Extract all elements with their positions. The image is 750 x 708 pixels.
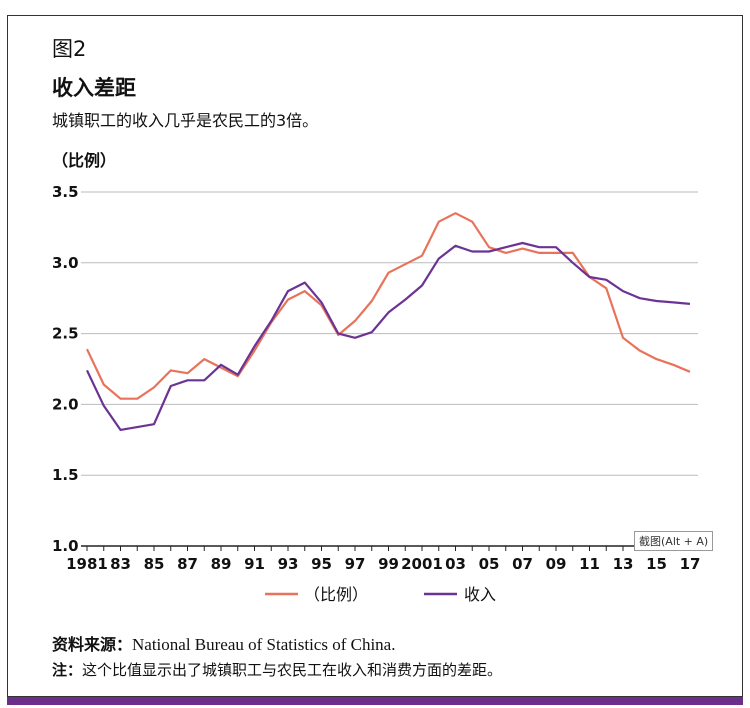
y-tick-label: 3.5	[52, 183, 79, 201]
x-tick-label: 1981	[66, 555, 108, 573]
y-tick-labels: 1.0 1.5 2.0 2.5 3.0 3.5	[52, 183, 79, 555]
x-tick-label: 99	[378, 555, 399, 573]
x-tick-label: 91	[244, 555, 265, 573]
x-tick-label: 2001	[401, 555, 443, 573]
x-tick-label: 89	[211, 555, 232, 573]
y-tick-label: 1.0	[52, 537, 79, 555]
y-tick-label: 2.0	[52, 395, 79, 413]
series-line-ratio	[86, 212, 691, 400]
x-tick-label: 85	[144, 555, 165, 573]
x-tick-label: 87	[177, 555, 198, 573]
source-text: National Bureau of Statistics of China.	[132, 635, 396, 654]
x-tick-label: 97	[345, 555, 366, 573]
chart-title: 收入差距	[52, 76, 136, 100]
y-axis-unit-label: （比例）	[52, 151, 117, 170]
gridlines	[81, 191, 698, 547]
x-tick-labels: 1981 83 85 87 89 91 93 95 97 99 2001 03 05 07 09 11 13 15…	[66, 546, 700, 573]
chart-subtitle: 城镇职工的收入几乎是农民工的3倍。	[52, 111, 319, 130]
legend: （比例） 收入	[265, 585, 496, 604]
x-tick-label: 15	[646, 555, 667, 573]
x-tick-label: 93	[278, 555, 299, 573]
x-tick-label: 09	[546, 555, 567, 573]
series-lines	[86, 212, 691, 431]
note-text: 这个比值显示出了城镇职工与农民工在收入和消费方面的差距。	[82, 661, 503, 679]
x-tick-label: 07	[512, 555, 533, 573]
x-tick-label: 17	[680, 555, 701, 573]
note-label: 注：	[52, 661, 83, 679]
y-tick-label: 1.5	[52, 466, 79, 484]
screenshot-hint-tooltip[interactable]: 截图(Alt + A)	[634, 531, 714, 551]
y-tick-label: 3.0	[52, 254, 79, 272]
x-tick-label: 05	[479, 555, 500, 573]
source-note: 资料来源：National Bureau of Statistics of Ch…	[52, 631, 395, 655]
legend-label-income: 收入	[464, 585, 496, 604]
x-tick-label: 11	[579, 555, 600, 573]
figure-number: 图2	[52, 37, 87, 61]
x-tick-label: 13	[613, 555, 634, 573]
bottom-accent-bar	[7, 697, 743, 705]
y-tick-label: 2.5	[52, 325, 79, 343]
source-label: 资料来源：	[52, 635, 133, 654]
x-tick-label: 83	[110, 555, 131, 573]
footnote: 注：这个比值显示出了城镇职工与农民工在收入和消费方面的差距。	[52, 659, 502, 680]
figure-frame	[7, 15, 743, 697]
legend-label-ratio: （比例）	[304, 585, 368, 604]
series-line-income	[86, 241, 691, 431]
x-tick-label: 95	[311, 555, 332, 573]
x-tick-label: 03	[445, 555, 466, 573]
